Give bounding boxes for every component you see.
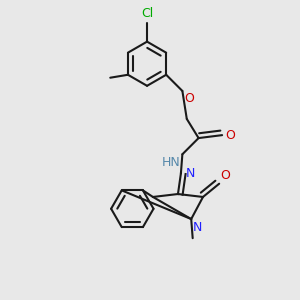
Text: O: O [185, 92, 195, 105]
Text: N: N [185, 167, 195, 180]
Text: Cl: Cl [141, 7, 153, 20]
Text: O: O [225, 129, 235, 142]
Text: HN: HN [162, 156, 181, 169]
Text: N: N [193, 220, 202, 233]
Text: O: O [221, 169, 230, 182]
